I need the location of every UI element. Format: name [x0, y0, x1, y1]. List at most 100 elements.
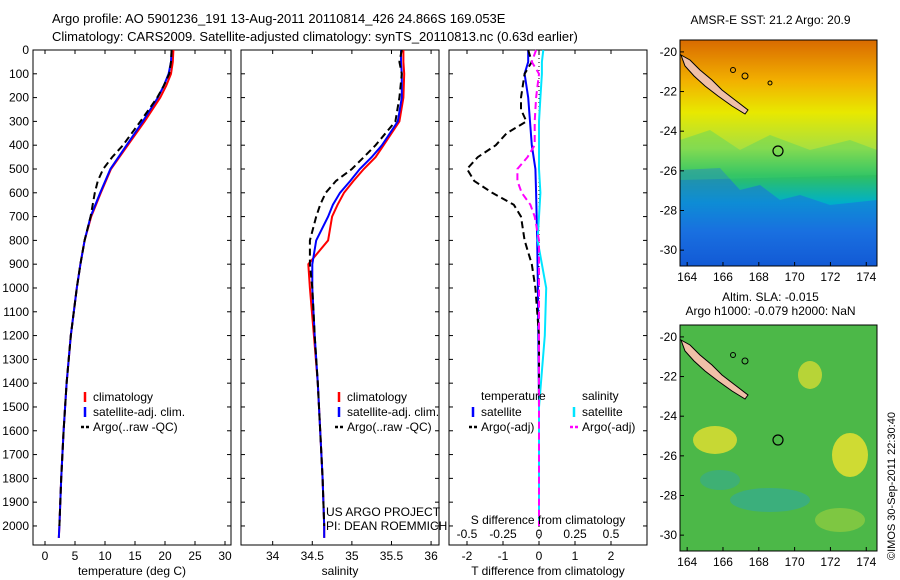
y-tick-label: 0: [22, 43, 29, 57]
x-tick-label: -2: [462, 549, 473, 563]
map-x-tick-label: 172: [820, 270, 840, 284]
x-tick-label: 20: [158, 549, 172, 563]
panel-temperature: 0 5 10 15 20 25 300100200300400500600700800900…: [2, 43, 232, 578]
map-y-tick-label: -20: [660, 45, 678, 59]
map-y-tick-label: -22: [660, 370, 678, 384]
map-axes-sst_map: 164 166 168 170 172 174 -20 -22 -24 -26 -28 -30 AMSR…: [660, 13, 877, 284]
legend-label: Argo(..raw -QC): [347, 420, 432, 434]
y-tick-label: 1500: [2, 400, 29, 414]
panel-frame: [448, 49, 648, 546]
map-y-tick-label: -28: [660, 203, 678, 217]
y-tick-label: 1300: [2, 352, 29, 366]
y-tick-label: 400: [9, 138, 29, 152]
series-line-salinity-argo-adj-: [516, 49, 541, 526]
x-tick-label: 10: [98, 549, 112, 563]
map-x-tick-label: 164: [677, 555, 697, 569]
y-tick-label: 1900: [2, 495, 29, 509]
x-tick-label: 0: [536, 549, 543, 563]
x-axis-label: temperature (deg C): [78, 564, 186, 578]
map-x-tick-label: 174: [856, 555, 876, 569]
sla-map: [679, 324, 878, 552]
map-axes-sla_map: 164 166 168 170 172 174 -20 -22 -24 -26 -28 -30 Alti…: [660, 290, 877, 569]
new-caledonia-island: [680, 53, 749, 115]
map-y-tick-label: -26: [660, 449, 678, 463]
map-y-tick-label: -20: [660, 330, 678, 344]
x2-tick-label: -0.5: [457, 527, 478, 541]
x-tick-label: 34.5: [301, 549, 325, 563]
x2-tick-label: 0.5: [603, 527, 620, 541]
map-y-tick-label: -30: [660, 528, 678, 542]
sst-map: [679, 39, 878, 267]
x-tick-label: 5: [72, 549, 79, 563]
y-tick-label: 1400: [2, 376, 29, 390]
x2-tick-label: -0.25: [489, 527, 517, 541]
x-tick-label: 35.5: [380, 549, 404, 563]
y-tick-label: 700: [9, 210, 29, 224]
map-y-tick-label: -24: [660, 124, 678, 138]
y-tick-label: 2000: [2, 519, 29, 533]
series-line-argo-raw-qc-: [58, 49, 173, 527]
map-x-tick-label: 170: [785, 555, 805, 569]
legend-label: satellite: [481, 405, 522, 419]
legend-label: satellite-adj. clim.: [93, 405, 185, 419]
series-line-satellite-adj-clim-: [311, 50, 403, 538]
map-title: AMSR-E SST: 21.2 Argo: 20.9: [690, 13, 850, 27]
figure-title-line1: Argo profile: AO 5901236_191 13-Aug-2011…: [52, 11, 506, 26]
map-x-tick-label: 172: [820, 555, 840, 569]
map-y-tick-label: -30: [660, 243, 678, 257]
argo-position-marker-sla: [772, 434, 784, 446]
legend-label: satellite: [582, 405, 623, 419]
map-y-tick-label: -28: [660, 488, 678, 502]
map-x-tick-label: 168: [749, 555, 769, 569]
legend-label: Argo(-adj): [481, 420, 534, 434]
x-tick-label: 34: [266, 549, 280, 563]
panel-salinity: 34 34.5 35 35.5 36 salinity climatologysatelli…: [240, 49, 447, 578]
x-tick-label: -1: [498, 549, 509, 563]
x2-tick-label: 0.25: [563, 527, 587, 541]
x-tick-label: 15: [128, 549, 142, 563]
y-tick-label: 1800: [2, 471, 29, 485]
legend-label: climatology: [347, 390, 407, 404]
map-x-tick-label: 166: [713, 555, 733, 569]
legend-label: Argo(..raw -QC): [93, 420, 178, 434]
x-tick-label: 2: [608, 549, 615, 563]
legend-label: satellite-adj. clim.: [347, 405, 439, 419]
y-tick-label: 1700: [2, 448, 29, 462]
panel-annotation: PI: DEAN ROEMMICH: [326, 519, 447, 533]
panel-difference: -2 -1 0 1 2T difference from climatology S di…: [448, 49, 648, 578]
y-tick-label: 1200: [2, 329, 29, 343]
panel-annotation: US ARGO PROJECT: [326, 505, 441, 519]
legend-title-temperature: temperature: [481, 389, 546, 403]
map-title: Argo h1000: -0.079 h2000: NaN: [685, 304, 855, 318]
series-line-temperature-satellite: [523, 50, 540, 526]
y-tick-label: 1000: [2, 281, 29, 295]
series-line-temperature-argo-adj-: [465, 49, 540, 526]
x-tick-label: 30: [218, 549, 232, 563]
x-axis-label: T difference from climatology: [471, 564, 625, 578]
map-x-tick-label: 174: [856, 270, 876, 284]
y-tick-label: 1600: [2, 424, 29, 438]
map-x-tick-label: 164: [677, 270, 697, 284]
y-tick-label: 100: [9, 67, 29, 81]
panel-frame: [32, 49, 232, 546]
legend-label: Argo(-adj): [582, 420, 635, 434]
x2-tick-label: 0: [536, 527, 543, 541]
x-tick-label: 25: [188, 549, 202, 563]
y-tick-label: 1100: [3, 305, 29, 319]
map-x-tick-label: 166: [713, 270, 733, 284]
y-tick-label: 800: [9, 233, 29, 247]
series-line-salinity-satellite: [536, 49, 548, 526]
y-tick-label: 600: [9, 186, 29, 200]
map-y-tick-label: -26: [660, 164, 678, 178]
map-y-tick-label: -22: [660, 85, 678, 99]
map-x-tick-label: 168: [749, 270, 769, 284]
y-tick-label: 300: [9, 114, 29, 128]
legend-label: climatology: [93, 390, 153, 404]
map-title: Altim. SLA: -0.015: [722, 290, 819, 304]
series-line-argo-raw-qc-: [308, 49, 403, 527]
figure-title-line2: Climatology: CARS2009. Satellite-adjuste…: [52, 29, 578, 44]
map-x-tick-label: 170: [785, 270, 805, 284]
map-y-tick-label: -24: [660, 409, 678, 423]
legend-title-salinity: salinity: [582, 389, 619, 403]
